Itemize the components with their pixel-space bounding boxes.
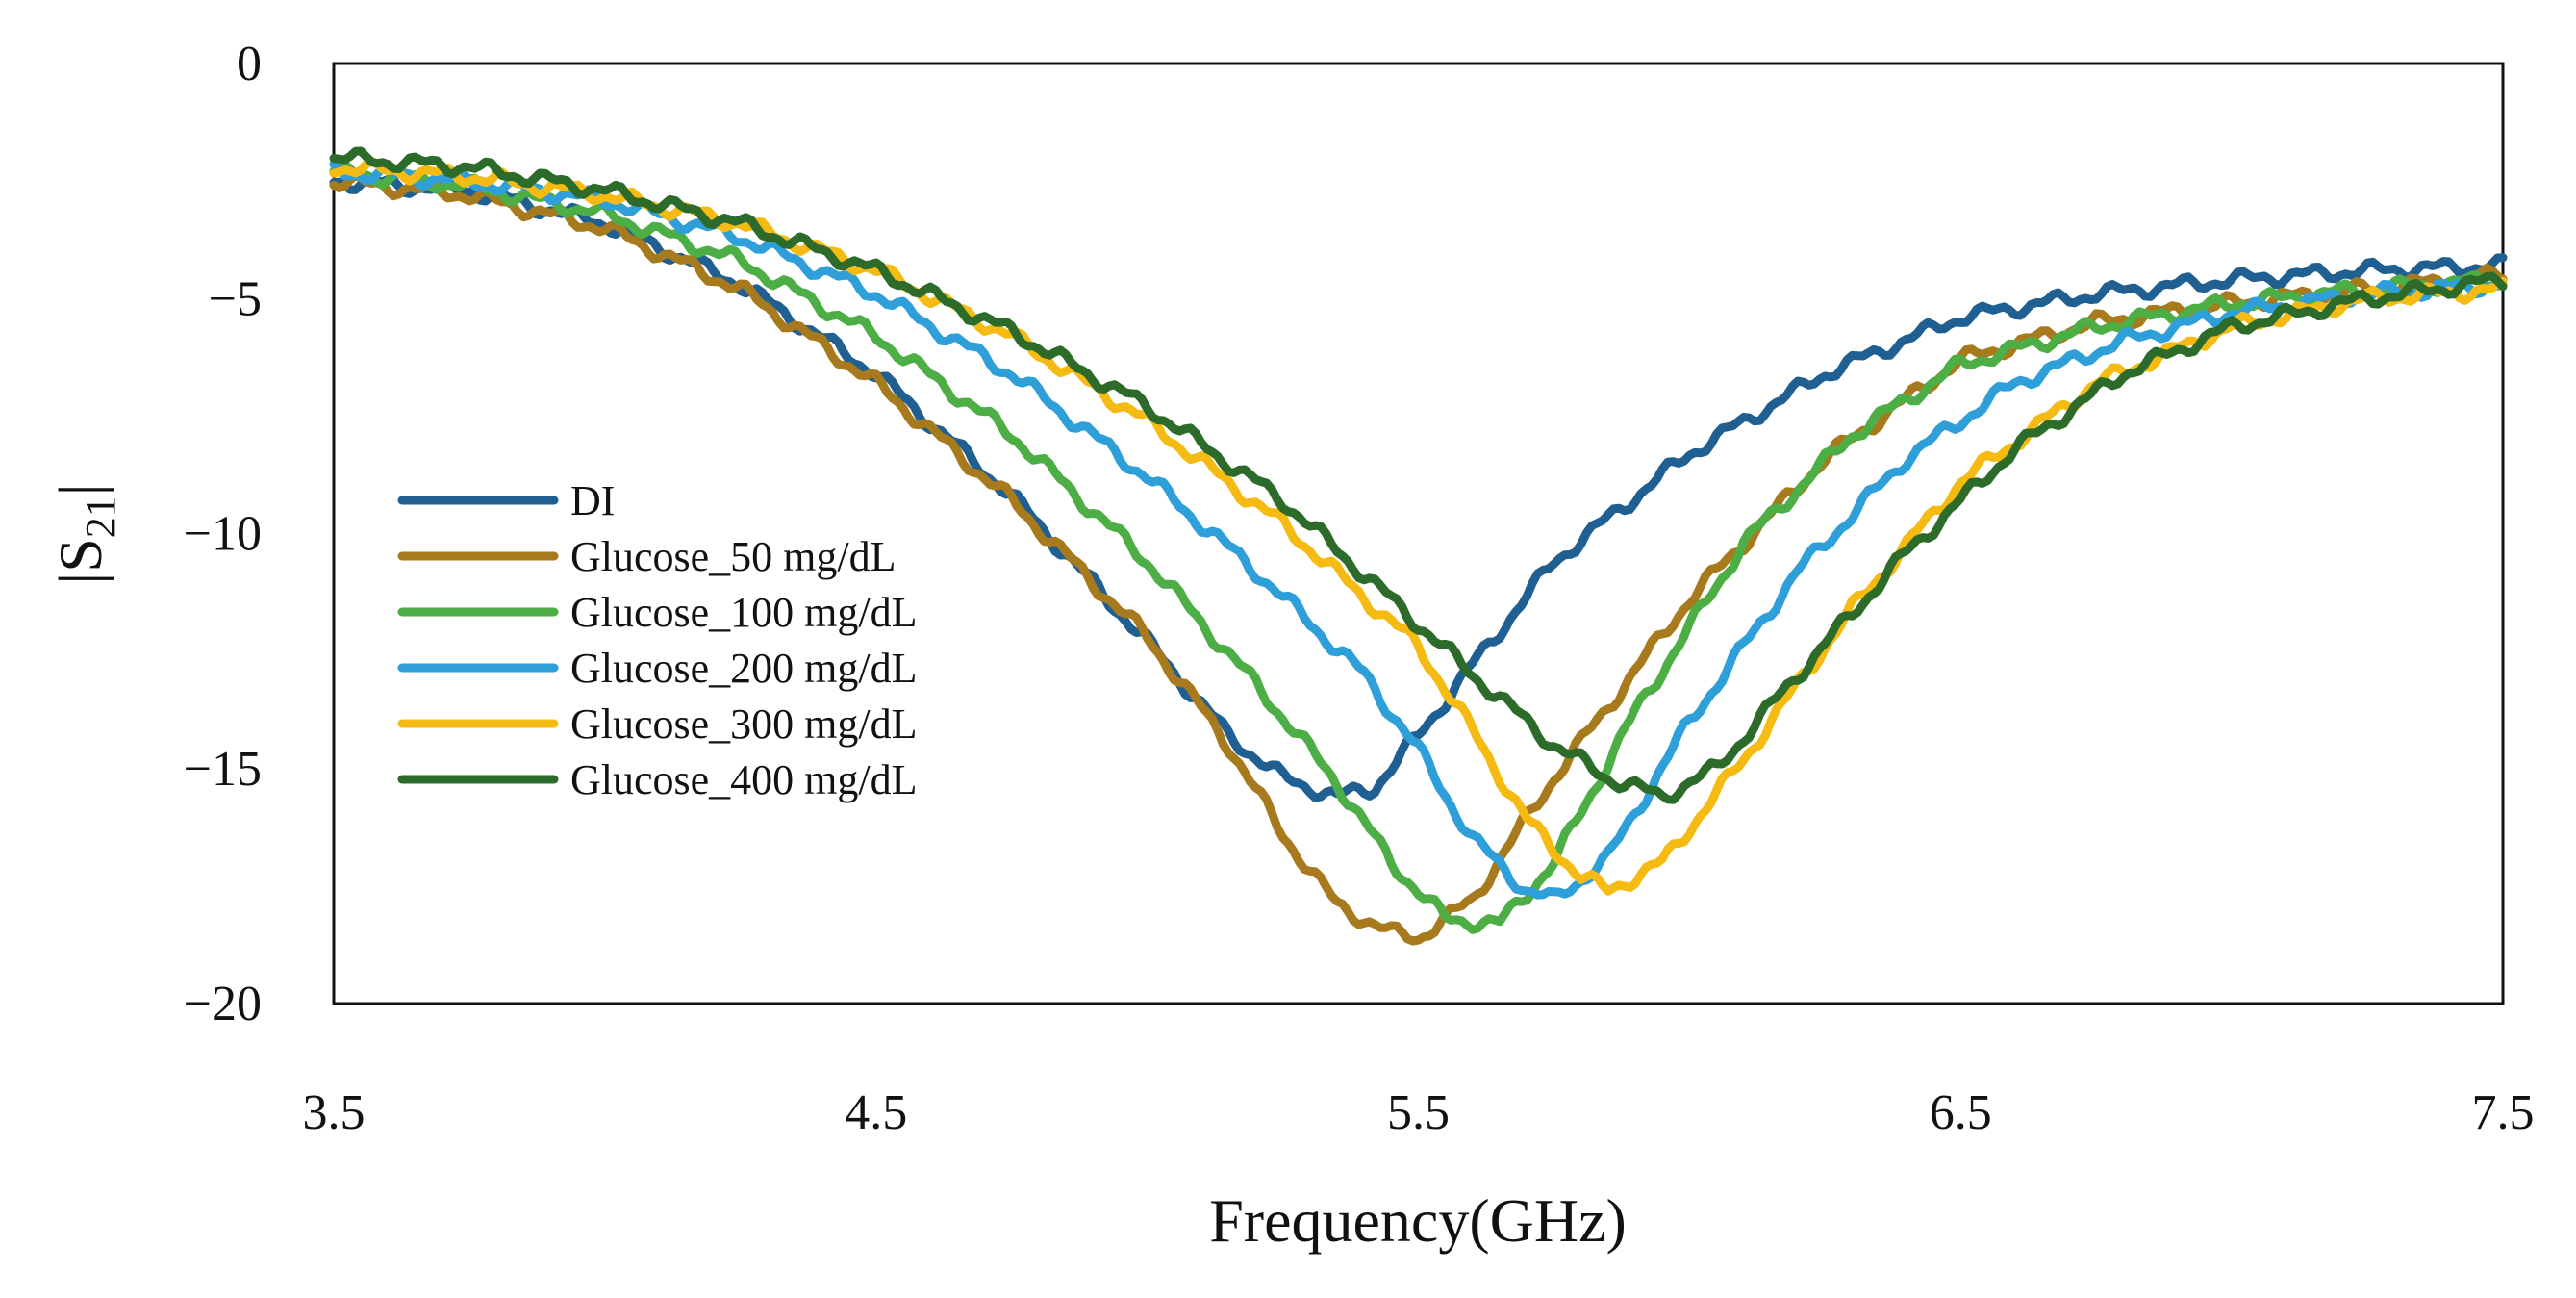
y-axis-ticks: 0 −5 −10 −15 −20 [184,37,262,1031]
x-tick-label: 4.5 [845,1085,907,1140]
series-line [329,160,2508,934]
y-axis-title-main: |S [46,538,114,584]
y-tick-label: −20 [184,977,262,1031]
x-tick-label: 6.5 [1930,1085,1992,1140]
y-tick-label: −15 [184,742,262,797]
x-axis-ticks: 3.5 4.5 5.5 6.5 7.5 [303,1085,2535,1140]
y-axis-title-end: | [46,483,114,496]
legend-label: Glucose_100 mg/dL [570,589,918,636]
x-tick-label: 3.5 [303,1085,366,1140]
series-line [329,146,2508,804]
plot-frame [332,62,2505,1005]
x-axis-title: Frequency(GHz) [1209,1186,1627,1255]
x-tick-label: 7.5 [2472,1085,2535,1140]
legend-label: Glucose_400 mg/dL [570,756,918,803]
legend-label: Glucose_50 mg/dL [570,533,897,580]
series-line [329,171,2508,946]
y-axis-title-subscript: 21 [77,496,124,538]
plot-area [329,62,2508,1005]
legend-label: Glucose_200 mg/dL [570,645,918,692]
x-tick-label: 5.5 [1387,1085,1450,1140]
y-tick-label: 0 [237,37,262,91]
legend-label: DI [570,477,615,524]
y-tick-label: −10 [184,507,262,562]
y-axis-title: |S21| [46,483,124,584]
legend-label: Glucose_300 mg/dL [570,700,918,748]
y-tick-label: −5 [209,271,262,326]
legend: DI Glucose_50 mg/dL Glucose_100 mg/dL Gluco… [397,477,918,803]
series-line [329,160,2508,900]
series-layer [329,146,2508,946]
